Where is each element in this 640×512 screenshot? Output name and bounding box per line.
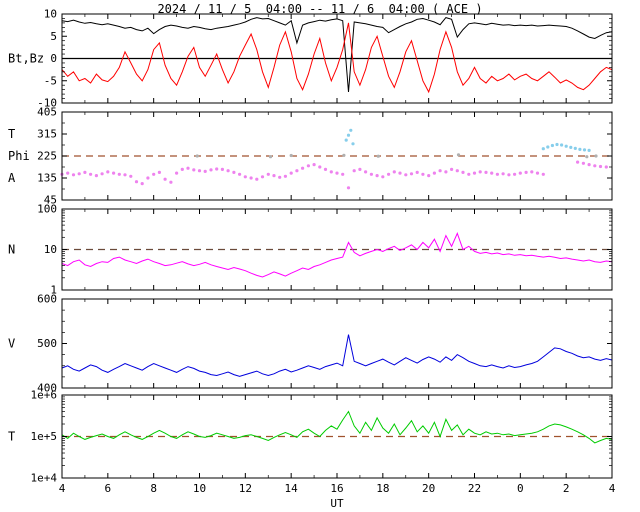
svg-text:12: 12 [239, 482, 252, 495]
svg-text:315: 315 [37, 128, 57, 141]
svg-text:405: 405 [37, 106, 57, 119]
svg-text:5: 5 [50, 30, 57, 43]
svg-text:T: T [8, 430, 15, 444]
svg-text:1e+6: 1e+6 [31, 389, 58, 402]
svg-text:Bt,Bz: Bt,Bz [8, 52, 44, 66]
svg-text:0: 0 [517, 482, 524, 495]
svg-text:4: 4 [609, 482, 616, 495]
svg-text:500: 500 [37, 337, 57, 350]
svg-text:1e+5: 1e+5 [31, 430, 58, 443]
svg-text:4: 4 [59, 482, 66, 495]
svg-text:14: 14 [285, 482, 299, 495]
svg-text:1: 1 [50, 284, 57, 297]
svg-text:225: 225 [37, 150, 57, 163]
svg-text:8: 8 [150, 482, 157, 495]
svg-text:20: 20 [422, 482, 435, 495]
svg-text:A: A [8, 171, 16, 185]
svg-text:45: 45 [44, 194, 57, 207]
svg-text:16: 16 [330, 482, 343, 495]
svg-text:135: 135 [37, 172, 57, 185]
svg-text:V: V [8, 337, 15, 351]
svg-text:-10: -10 [37, 97, 57, 110]
svg-text:2: 2 [563, 482, 570, 495]
chart-title: 2024 / 11 / 5 04:00 -- 11 / 6 04:00 ( AC… [157, 2, 483, 16]
svg-text:10: 10 [44, 243, 57, 256]
svg-text:0: 0 [50, 52, 57, 65]
svg-text:10: 10 [44, 8, 57, 21]
svg-text:1e+4: 1e+4 [31, 472, 58, 485]
svg-text:400: 400 [37, 382, 57, 395]
x-axis-label: UT [330, 497, 344, 510]
svg-text:100: 100 [37, 203, 57, 216]
svg-text:N: N [8, 243, 15, 257]
svg-text:Phi: Phi [8, 149, 30, 163]
svg-text:22: 22 [468, 482, 481, 495]
svg-text:18: 18 [376, 482, 389, 495]
svg-text:10: 10 [193, 482, 206, 495]
svg-text:-5: -5 [44, 74, 57, 87]
svg-text:600: 600 [37, 293, 57, 306]
svg-text:T: T [8, 127, 15, 141]
svg-text:6: 6 [105, 482, 112, 495]
